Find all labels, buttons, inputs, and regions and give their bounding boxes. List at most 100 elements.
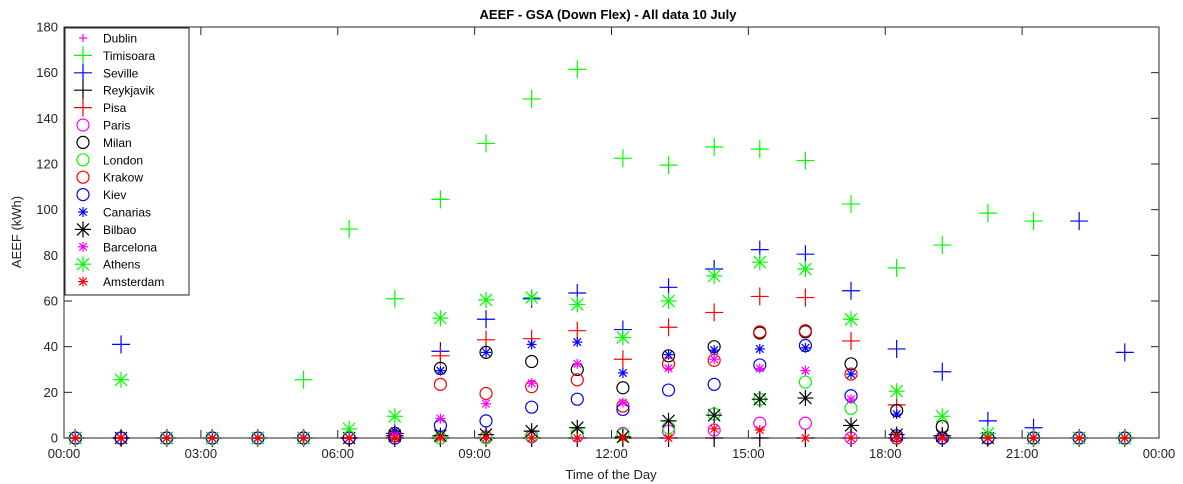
- y-tick-label: 160: [36, 65, 58, 80]
- data-point: [252, 433, 263, 443]
- data-point: [842, 331, 861, 350]
- data-point: [843, 417, 860, 434]
- legend-item: Bilbao: [75, 221, 137, 238]
- x-tick-label: 21:00: [1006, 446, 1039, 461]
- data-point: [294, 370, 313, 389]
- data-point: [614, 329, 631, 346]
- y-axis-label: AEEF (kWh): [9, 196, 24, 268]
- y-tick-label: 120: [36, 157, 58, 172]
- legend-marker: [78, 276, 88, 287]
- data-point: [659, 156, 678, 175]
- legend-marker: [76, 135, 90, 149]
- data-point: [613, 350, 632, 369]
- legend-marker: [76, 188, 90, 202]
- y-axis: 0 20 40 60 80 100 120 140 160 180: [36, 20, 1159, 446]
- legend-label: Athens: [103, 258, 140, 272]
- data-point: [933, 236, 952, 255]
- legend-marker: [78, 207, 88, 217]
- data-point: [477, 310, 496, 329]
- x-tick-label: 03:00: [185, 446, 218, 461]
- data-point: [751, 254, 768, 271]
- data-point: [800, 365, 811, 376]
- data-point: [706, 267, 723, 284]
- data-point: [663, 433, 674, 443]
- legend: Dublin Timisoara Seville Reykjavik Pisa Paris…: [64, 27, 190, 296]
- legend-item: Amsterdam: [78, 275, 164, 289]
- data-point: [617, 397, 628, 408]
- data-point: [523, 289, 540, 306]
- data-point: [891, 409, 902, 420]
- legend-label: Bilbao: [103, 223, 137, 237]
- data-point: [435, 365, 446, 376]
- data-point: [887, 339, 906, 358]
- data-point: [113, 371, 130, 388]
- data-point: [478, 291, 495, 308]
- data-point: [570, 392, 584, 406]
- data-point: [298, 433, 309, 443]
- legend-marker: [76, 118, 90, 132]
- legend-label: Milan: [103, 136, 132, 150]
- data-point: [617, 433, 628, 443]
- legend-label: Canarias: [103, 206, 151, 220]
- data-point: [796, 288, 815, 307]
- x-tick-label: 09:00: [458, 446, 491, 461]
- data-point: [709, 345, 720, 356]
- x-axis: 00:00 03:00 06:00 09:00 12:00 15:00 18:00 21:00…: [48, 27, 1176, 461]
- legend-item: Milan: [76, 135, 132, 150]
- data-point: [340, 220, 359, 239]
- data-point: [754, 425, 765, 436]
- data-point: [522, 89, 541, 108]
- data-point: [479, 345, 493, 359]
- data-point: [386, 408, 403, 425]
- legend-label: London: [103, 153, 143, 167]
- data-point: [797, 261, 814, 278]
- chart-title: AEEF - GSA (Down Flex) - All data 10 Jul…: [480, 7, 738, 22]
- legend-marker: [74, 46, 92, 65]
- data-point: [754, 363, 765, 374]
- data-point: [525, 400, 539, 414]
- data-point: [846, 394, 857, 405]
- data-point: [389, 433, 400, 443]
- data-point: [750, 140, 769, 159]
- data-point: [937, 433, 948, 443]
- legend-label: Paris: [103, 119, 130, 133]
- data-points: [66, 60, 1134, 447]
- data-point: [1074, 433, 1085, 443]
- data-point: [982, 433, 993, 443]
- series-amsterdam: [70, 423, 1130, 443]
- y-tick-label: 20: [44, 385, 58, 400]
- data-point: [798, 416, 813, 430]
- legend-label: Krakow: [103, 171, 143, 185]
- data-point: [800, 342, 811, 353]
- data-point: [207, 433, 218, 443]
- data-point: [435, 433, 446, 443]
- data-point: [846, 369, 857, 380]
- data-point: [933, 362, 952, 381]
- legend-label: Pisa: [103, 101, 127, 115]
- data-point: [753, 325, 767, 339]
- y-tick-label: 100: [36, 202, 58, 217]
- y-tick-label: 180: [36, 20, 58, 35]
- data-point: [1024, 212, 1043, 231]
- legend-item: Seville: [74, 63, 139, 82]
- data-point: [481, 347, 492, 358]
- x-axis-label: Time of the Day: [565, 467, 657, 482]
- x-tick-label: 15:00: [732, 446, 765, 461]
- data-point: [891, 433, 902, 443]
- data-point: [796, 245, 815, 264]
- data-point: [842, 281, 861, 300]
- x-tick-label: 00:00: [1143, 446, 1176, 461]
- data-point: [70, 433, 81, 443]
- data-point: [568, 60, 587, 79]
- data-point: [842, 194, 861, 213]
- data-point: [706, 407, 723, 424]
- data-point: [796, 151, 815, 170]
- x-tick-label: 18:00: [869, 446, 902, 461]
- legend-marker: [74, 98, 92, 117]
- legend-marker: [74, 63, 92, 82]
- data-point: [1070, 212, 1089, 231]
- legend-label: Seville: [103, 66, 139, 80]
- legend-label: Amsterdam: [103, 275, 164, 289]
